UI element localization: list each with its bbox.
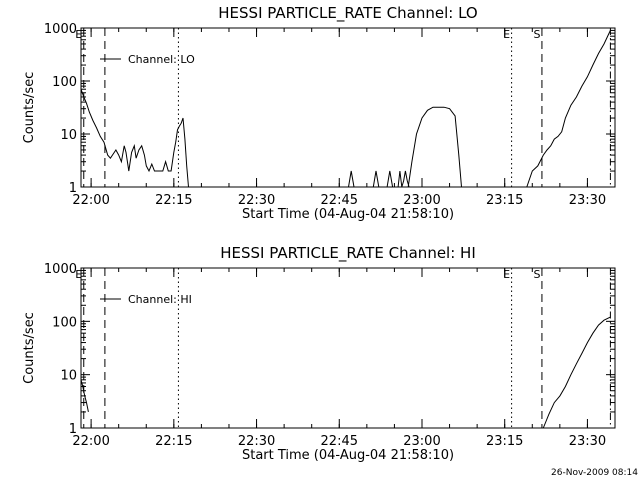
chart-panel-1: HESSI PARTICLE_RATE Channel: LO 1 10 100 100… (22, 4, 616, 222)
x-tick-label: 22:15 (155, 193, 192, 208)
series-line (348, 170, 355, 188)
y-tick-label: 100 (52, 315, 77, 330)
series-line (397, 170, 410, 188)
series-line (407, 106, 462, 188)
x-axis-label: Start Time (04-Aug-04 21:58:10) (242, 207, 454, 222)
plot-frame (80, 267, 616, 429)
series-line (80, 89, 189, 188)
chart-panel-2: HESSI PARTICLE_RATE Channel: HI 1 10 100 100… (22, 244, 616, 463)
x-tick-label: 22:45 (321, 434, 358, 449)
y-tick-label: 10 (60, 128, 77, 143)
event-marker-label: E (75, 268, 82, 281)
series-line (542, 316, 611, 429)
y-axis-label: Counts/sec (22, 312, 37, 384)
y-tick-label: 1 (69, 181, 77, 196)
x-tick-label: 23:15 (486, 193, 523, 208)
y-tick-label: 100 (52, 75, 77, 90)
series-line (80, 379, 89, 413)
x-tick-label: 23:30 (569, 434, 606, 449)
x-axis-label: Start Time (04-Aug-04 21:58:10) (242, 448, 454, 463)
x-tick-label: 22:45 (321, 193, 358, 208)
series-line (386, 170, 394, 188)
event-marker-label: E (503, 28, 510, 41)
legend-label: Channel: LO (128, 53, 195, 66)
y-tick-label: 1 (69, 422, 77, 437)
x-tick-label: 23:00 (403, 434, 440, 449)
event-marker-label: E (75, 28, 82, 41)
event-marker-label: S (533, 268, 540, 281)
legend-label: Channel: HI (128, 293, 192, 306)
x-tick-label: 23:15 (486, 434, 523, 449)
y-axis-label: Counts/sec (22, 72, 37, 144)
y-tick-label: 1000 (44, 262, 77, 277)
series-line (526, 30, 611, 188)
x-tick-label: 22:15 (155, 434, 192, 449)
event-marker-label: E (503, 268, 510, 281)
y-tick-label: 10 (60, 369, 77, 384)
plot-frame (80, 27, 616, 188)
y-tick-label: 1000 (44, 22, 77, 37)
x-tick-label: 22:00 (72, 434, 109, 449)
x-tick-label: 23:30 (569, 193, 606, 208)
x-tick-label: 22:30 (238, 434, 275, 449)
chart-title: HESSI PARTICLE_RATE Channel: HI (220, 244, 476, 263)
series-line (372, 170, 380, 188)
chart-title: HESSI PARTICLE_RATE Channel: LO (218, 4, 477, 23)
x-tick-label: 22:00 (72, 193, 109, 208)
plot-timestamp: 26-Nov-2009 08:14 (551, 468, 638, 478)
event-marker-label: S (533, 28, 540, 41)
x-tick-label: 22:30 (238, 193, 275, 208)
x-tick-label: 23:00 (403, 193, 440, 208)
